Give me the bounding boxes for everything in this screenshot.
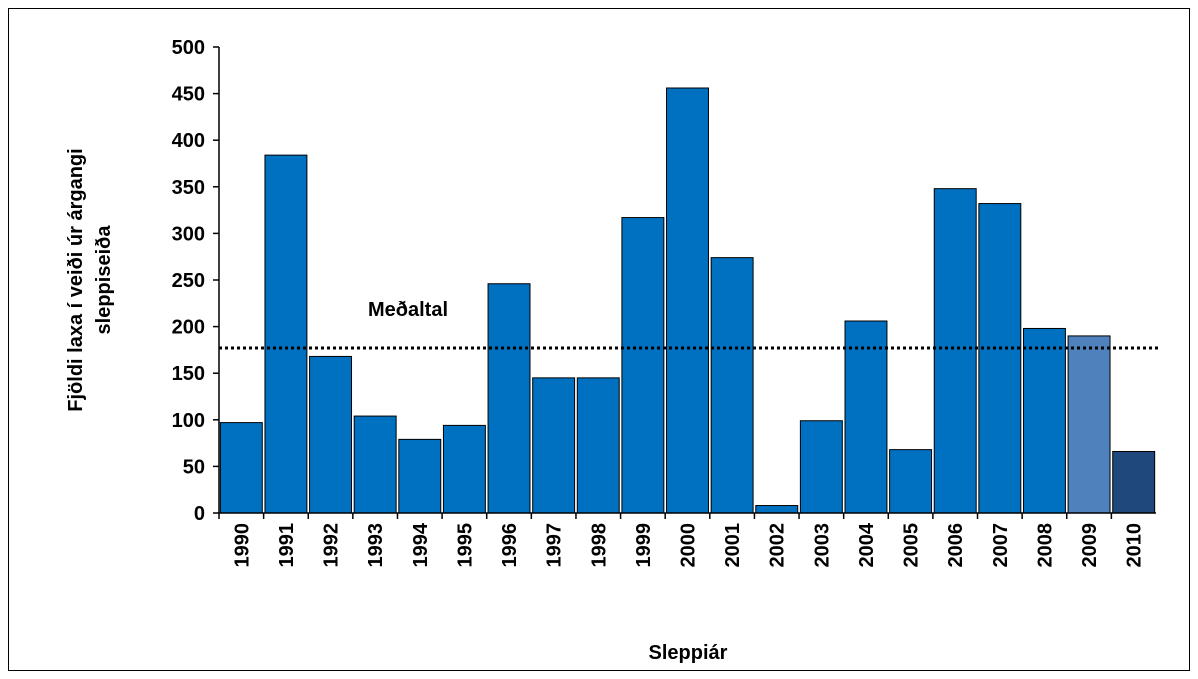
y-tick-label: 100 bbox=[172, 410, 205, 432]
x-tick-label: 1997 bbox=[544, 523, 566, 568]
bar bbox=[978, 203, 1022, 514]
y-tick-label: 300 bbox=[172, 223, 205, 245]
y-tick-label: 0 bbox=[194, 503, 205, 525]
x-tick-label: 1994 bbox=[410, 522, 432, 567]
x-tick-label: 2007 bbox=[990, 523, 1012, 568]
y-axis-title: sleppiseiða bbox=[93, 225, 115, 335]
bar bbox=[844, 320, 888, 514]
y-tick-label: 450 bbox=[172, 84, 205, 106]
x-tick-label: 1992 bbox=[321, 523, 343, 568]
x-axis-title: Sleppiár bbox=[649, 642, 728, 664]
x-tick-label: 1999 bbox=[633, 523, 655, 568]
bar bbox=[353, 415, 397, 514]
x-tick-label: 2000 bbox=[678, 523, 700, 568]
x-tick-label: 2004 bbox=[856, 522, 878, 567]
bar bbox=[219, 422, 263, 514]
bar bbox=[442, 424, 486, 514]
bar bbox=[710, 257, 754, 514]
y-tick-label: 400 bbox=[172, 130, 205, 152]
y-tick-label: 50 bbox=[183, 456, 205, 478]
bar bbox=[1022, 327, 1066, 514]
x-tick-label: 1993 bbox=[365, 523, 387, 568]
x-tick-label: 1991 bbox=[276, 523, 298, 568]
y-tick-label: 200 bbox=[172, 317, 205, 339]
x-tick-label: 1990 bbox=[231, 523, 253, 568]
bar bbox=[532, 377, 576, 514]
x-tick-label: 2008 bbox=[1034, 523, 1056, 568]
x-tick-label: 2010 bbox=[1124, 523, 1146, 568]
y-axis-title: Fjöldi laxa í veiði úr árgangi bbox=[65, 148, 87, 411]
y-tick-label: 150 bbox=[172, 363, 205, 385]
y-tick-label: 250 bbox=[172, 270, 205, 292]
x-tick-label: 2006 bbox=[945, 523, 967, 568]
x-tick-label: 1995 bbox=[454, 523, 476, 568]
x-tick-label: 2001 bbox=[722, 523, 744, 568]
bar bbox=[889, 449, 933, 514]
bar bbox=[309, 355, 353, 514]
x-tick-label: 1996 bbox=[499, 523, 521, 568]
bar bbox=[264, 154, 308, 514]
bar bbox=[666, 87, 709, 514]
mean-label: Meðaltal bbox=[368, 299, 448, 321]
bar bbox=[933, 188, 977, 514]
y-tick-label: 350 bbox=[172, 177, 205, 199]
bar bbox=[576, 377, 620, 514]
x-tick-label: 1998 bbox=[588, 523, 610, 568]
bar bbox=[755, 505, 799, 514]
x-tick-label: 2003 bbox=[811, 523, 833, 568]
bar bbox=[799, 420, 843, 514]
bar bbox=[487, 283, 531, 514]
x-tick-label: 2002 bbox=[767, 523, 789, 568]
bar bbox=[1067, 335, 1111, 514]
bar bbox=[621, 217, 665, 514]
bar bbox=[398, 438, 442, 514]
x-tick-label: 2009 bbox=[1079, 523, 1101, 568]
x-tick-label: 2005 bbox=[901, 523, 923, 568]
bar bbox=[1112, 450, 1156, 514]
y-tick-label: 500 bbox=[172, 37, 205, 59]
